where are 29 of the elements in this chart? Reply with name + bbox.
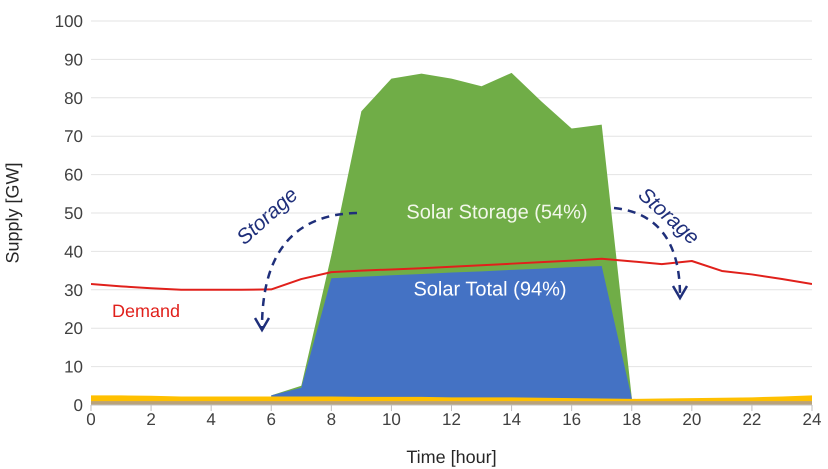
y-tick-label: 100	[54, 12, 83, 32]
y-tick-label: 20	[64, 319, 83, 338]
y-tick-label: 40	[64, 242, 83, 262]
y-tick-label: 0	[74, 396, 83, 416]
y-axis-title: Supply [GW]	[2, 162, 22, 264]
y-tick-label: 10	[64, 358, 83, 377]
x-tick-label: 22	[742, 410, 762, 430]
x-tick-label: 20	[682, 410, 702, 430]
x-tick-label: 24	[802, 410, 822, 430]
series-label: Demand	[112, 300, 180, 321]
x-tick-label: 16	[562, 410, 582, 430]
x-tick-label: 0	[86, 410, 96, 430]
y-tick-label: 60	[64, 166, 83, 185]
series-label: Solar Total (94%)	[413, 278, 567, 300]
y-tick-label: 30	[64, 280, 83, 300]
x-tick-label: 4	[206, 410, 216, 430]
series-label: Solar Storage (54%)	[406, 201, 588, 224]
x-tick-label: 12	[442, 410, 461, 430]
y-tick-label: 70	[64, 127, 83, 146]
x-tick-label: 18	[622, 410, 642, 430]
x-tick-label: 14	[502, 410, 522, 430]
y-tick-label: 80	[64, 88, 83, 108]
x-tick-label: 8	[326, 410, 336, 430]
y-tick-label: 50	[64, 204, 83, 224]
x-tick-label: 2	[146, 410, 156, 430]
y-tick-label: 90	[64, 50, 83, 70]
x-tick-label: 6	[266, 410, 276, 430]
x-tick-label: 10	[382, 410, 401, 430]
x-axis-title: Time [hour]	[406, 447, 497, 467]
